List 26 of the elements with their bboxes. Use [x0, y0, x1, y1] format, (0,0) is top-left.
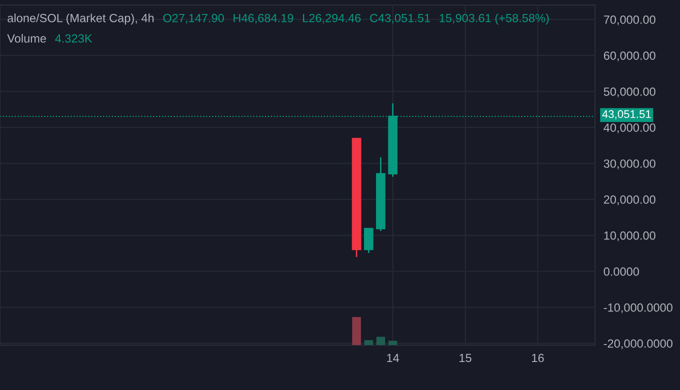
- y-tick-label: 0.0000: [604, 267, 639, 276]
- annotation: 4.323K: [55, 34, 92, 43]
- x-tick-label: 14: [387, 354, 400, 362]
- ref-line-label: 43,051.51: [602, 110, 651, 120]
- y-tick-label: 40,000.00: [604, 123, 656, 134]
- y-tick-label: 30,000.00: [604, 159, 656, 170]
- bar: [352, 316, 361, 346]
- y-tick-label: 20,000.00: [604, 195, 656, 206]
- y-tick-label: -20,000.0000: [604, 339, 672, 350]
- annotation: H46,684.19: [234, 14, 294, 24]
- annotation: O27,147.90: [163, 14, 224, 24]
- x-tick-label: 16: [532, 354, 544, 362]
- annotation: 15,903.61 (+58.58%): [440, 14, 549, 25]
- y-tick-label: 50,000.00: [604, 87, 656, 98]
- y-tick-label: -10,000.0000: [604, 303, 672, 314]
- annotation: L26,294.46: [303, 14, 361, 24]
- y-tick-label: 10,000.00: [604, 231, 656, 242]
- y-tick-label: 70,000.00: [604, 16, 656, 26]
- bar: [376, 336, 386, 346]
- y-tick-label: 60,000.00: [604, 51, 656, 62]
- text: Volume: [7, 34, 46, 43]
- bar: [364, 340, 374, 346]
- text: alone/SOL (Market Cap), 4h: [8, 14, 154, 25]
- annotation: C43,051.51: [370, 14, 430, 24]
- candlestick: [364, 228, 374, 254]
- x-tick-label: 15: [460, 354, 472, 362]
